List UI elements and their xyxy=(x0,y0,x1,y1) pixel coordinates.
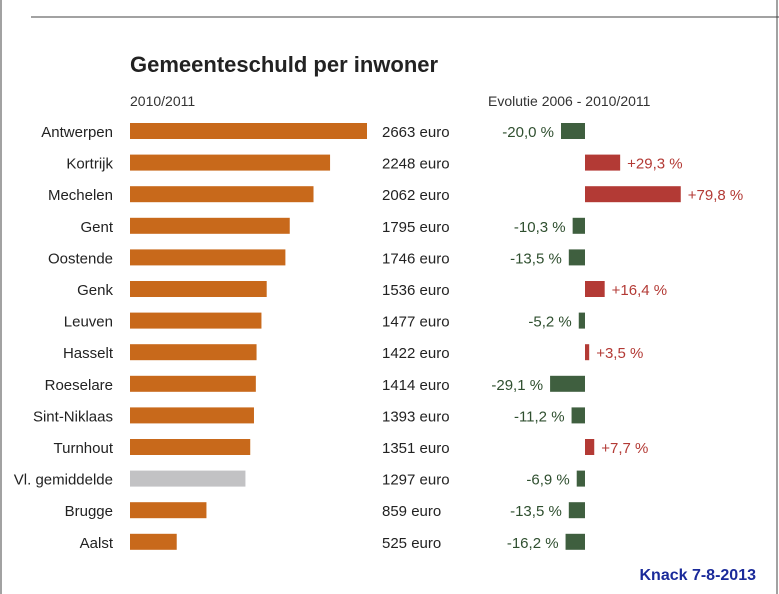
evolution-label-kortrijk: +29,3 % xyxy=(627,156,682,173)
evolution-label-hasselt: +3,5 % xyxy=(596,345,643,362)
evolution-label-oostende: -13,5 % xyxy=(510,250,562,267)
debt-bar-oostende xyxy=(130,249,286,266)
debt-value-leuven: 1477 euro xyxy=(382,314,450,331)
debt-bar-mechelen xyxy=(130,186,314,203)
category-label-aalst: Aalst xyxy=(80,535,114,552)
evolution-bar-brugge xyxy=(568,502,585,519)
evolution-bar-vl-gemiddelde xyxy=(576,470,585,487)
category-label-hasselt: Hasselt xyxy=(63,345,114,362)
debt-value-mechelen: 2062 euro xyxy=(382,187,450,204)
evolution-bar-kortrijk xyxy=(585,154,621,171)
category-label-brugge: Brugge xyxy=(65,503,113,520)
debt-value-gent: 1795 euro xyxy=(382,219,450,236)
category-label-vl-gemiddelde: Vl. gemiddelde xyxy=(14,472,113,489)
evolution-bar-antwerpen xyxy=(561,123,585,139)
debt-value-sint-niklaas: 1393 euro xyxy=(382,408,450,425)
evolution-bar-sint-niklaas xyxy=(571,407,585,424)
debt-bar-roeselare xyxy=(130,375,256,392)
debt-bar-gent xyxy=(130,217,290,234)
evolution-bar-genk xyxy=(585,281,605,297)
evolution-bar-oostende xyxy=(568,249,585,266)
category-label-genk: Genk xyxy=(77,282,113,299)
debt-bar-hasselt xyxy=(130,344,257,361)
evolution-label-mechelen: +79,8 % xyxy=(688,187,743,204)
debt-bar-leuven xyxy=(130,312,262,329)
debt-bar-antwerpen xyxy=(130,123,367,139)
debt-bar-aalst xyxy=(130,533,177,550)
evolution-label-sint-niklaas: -11,2 % xyxy=(514,408,565,425)
evolution-label-vl-gemiddelde: -6,9 % xyxy=(526,472,569,489)
evolution-label-brugge: -13,5 % xyxy=(510,503,562,520)
debt-value-vl-gemiddelde: 1297 euro xyxy=(382,472,450,489)
evolution-bar-turnhout xyxy=(585,439,595,455)
debt-bar-kortrijk xyxy=(130,154,331,171)
evolution-label-turnhout: +7,7 % xyxy=(601,440,648,457)
debt-value-antwerpen: 2663 euro xyxy=(382,124,450,141)
category-label-sint-niklaas: Sint-Niklaas xyxy=(33,408,113,425)
category-label-leuven: Leuven xyxy=(64,314,113,331)
debt-bar-turnhout xyxy=(130,439,251,455)
evolution-label-aalst: -16,2 % xyxy=(507,535,559,552)
evolution-bar-hasselt xyxy=(585,344,590,361)
debt-bar-brugge xyxy=(130,502,207,519)
source-credit: Knack 7-8-2013 xyxy=(639,567,756,584)
evolution-bar-gent xyxy=(572,217,585,234)
debt-value-kortrijk: 2248 euro xyxy=(382,156,450,173)
debt-value-aalst: 525 euro xyxy=(382,535,441,552)
category-label-antwerpen: Antwerpen xyxy=(41,124,113,141)
debt-bar-sint-niklaas xyxy=(130,407,254,424)
evolution-label-leuven: -5,2 % xyxy=(528,314,571,331)
debt-value-brugge: 859 euro xyxy=(382,503,441,520)
evolution-bar-leuven xyxy=(578,312,585,329)
category-label-mechelen: Mechelen xyxy=(48,187,113,204)
right-subtitle: Evolutie 2006 - 2010/2011 xyxy=(488,93,651,109)
category-label-kortrijk: Kortrijk xyxy=(66,156,113,173)
category-label-turnhout: Turnhout xyxy=(54,440,114,457)
debt-value-oostende: 1746 euro xyxy=(382,250,450,267)
evolution-bar-mechelen xyxy=(585,186,681,203)
category-label-gent: Gent xyxy=(80,219,113,236)
debt-bar-genk xyxy=(130,281,267,297)
evolution-label-antwerpen: -20,0 % xyxy=(502,124,554,141)
evolution-label-genk: +16,4 % xyxy=(612,282,667,299)
debt-value-genk: 1536 euro xyxy=(382,282,450,299)
category-label-roeselare: Roeselare xyxy=(45,377,113,394)
debt-value-hasselt: 1422 euro xyxy=(382,345,450,362)
left-subtitle: 2010/2011 xyxy=(130,93,195,109)
chart-rows: Antwerpen 2663 euro -20,0 % Kortrijk 2248 eu… xyxy=(14,123,743,552)
evolution-bar-aalst xyxy=(565,533,585,550)
debt-value-turnhout: 1351 euro xyxy=(382,440,450,457)
debt-bar-vl-gemiddelde xyxy=(130,470,246,487)
evolution-label-roeselare: -29,1 % xyxy=(491,377,543,394)
evolution-bar-roeselare xyxy=(550,375,585,392)
category-label-oostende: Oostende xyxy=(48,250,113,267)
debt-value-roeselare: 1414 euro xyxy=(382,377,450,394)
evolution-label-gent: -10,3 % xyxy=(514,219,566,236)
chart-title: Gemeenteschuld per inwoner xyxy=(130,52,439,77)
